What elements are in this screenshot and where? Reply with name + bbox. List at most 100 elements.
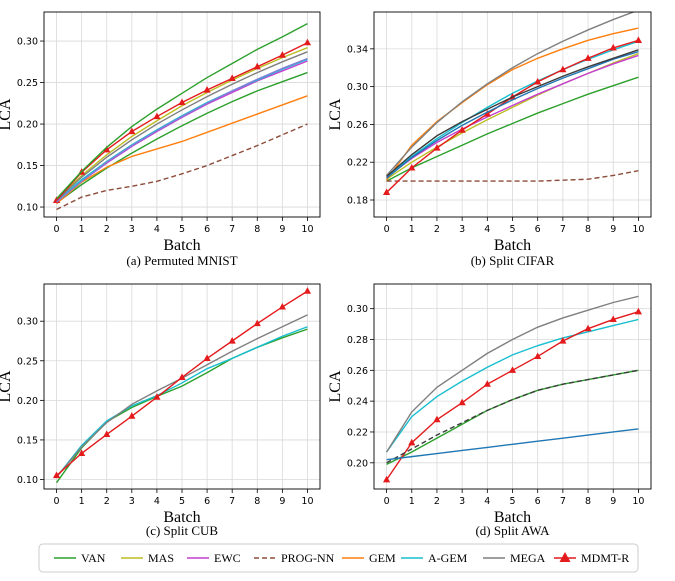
- series-marker-mdmt-r: [128, 127, 136, 135]
- panel-caption: (b) Split CIFAR: [471, 253, 555, 268]
- series-marker-mdmt-r: [303, 38, 312, 46]
- y-tick-label: 0.22: [347, 158, 368, 169]
- legend: VAN MAS EWC PROG-NN GEM A-GEM MEGA MDMT-R: [38, 543, 639, 573]
- series-line-a-gem: [55, 326, 308, 478]
- x-tick-label: 0: [384, 224, 390, 235]
- series-marker-mdmt-r: [228, 336, 236, 344]
- series-line-prog-nn: [56, 123, 308, 211]
- x-tick-label: 2: [104, 496, 110, 507]
- y-tick-label: 0.34: [347, 44, 368, 55]
- y-tick-label: 0.22: [347, 427, 368, 438]
- x-tick-label: 0: [384, 496, 390, 507]
- series-line-mas: [56, 47, 308, 201]
- x-tick-label: 3: [129, 224, 135, 235]
- y-tick-label: 0.28: [347, 335, 368, 346]
- y-tick-label: 0.26: [347, 120, 368, 131]
- y-tick-label: 0.20: [17, 396, 38, 407]
- x-axis-label: Batch: [494, 509, 531, 526]
- x-tick-label: 5: [509, 496, 515, 507]
- series-marker-mdmt-r: [203, 354, 211, 362]
- series-marker-mdmt-r: [103, 145, 111, 153]
- x-tick-label: 10: [301, 224, 313, 235]
- y-tick-label: 0.30: [17, 317, 38, 328]
- series-line-ewc-2: [56, 57, 308, 203]
- x-tick-label: 2: [434, 496, 440, 507]
- series-marker-mdmt-r: [382, 475, 391, 483]
- series-marker-mdmt-r: [228, 74, 236, 81]
- x-tick-label: 4: [484, 224, 490, 235]
- y-axis-label: LCA: [0, 98, 14, 130]
- x-tick-label: 5: [179, 496, 185, 507]
- y-axis-label: LCA: [0, 370, 14, 402]
- series-marker-mdmt-r: [534, 77, 542, 85]
- series-marker-mdmt-r: [408, 163, 416, 171]
- x-tick-label: 4: [154, 496, 160, 507]
- series-marker-mdmt-r: [483, 380, 491, 387]
- x-tick-label: 0: [54, 224, 60, 235]
- y-tick-label: 0.15: [17, 435, 38, 446]
- series-line-prog-nn: [386, 369, 639, 464]
- x-tick-label: 4: [484, 496, 490, 507]
- x-axis-label: Batch: [163, 509, 200, 526]
- series-marker-mdmt-r: [458, 126, 466, 133]
- panel-caption: (d) Split AWA: [475, 523, 550, 538]
- series-marker-mdmt-r: [52, 471, 61, 479]
- y-tick-label: 0.15: [17, 161, 38, 172]
- series-marker-mdmt-r: [278, 302, 286, 310]
- legend-frame: [38, 543, 639, 573]
- y-tick-label: 0.25: [17, 78, 38, 89]
- x-tick-label: 6: [535, 496, 541, 507]
- x-tick-label: 9: [610, 496, 616, 507]
- series-marker-mdmt-r: [278, 51, 286, 58]
- y-tick-label: 0.20: [347, 458, 368, 469]
- series-marker-mdmt-r: [483, 110, 491, 117]
- x-tick-label: 9: [610, 224, 616, 235]
- axes-frame: [373, 11, 652, 218]
- y-tick-label: 0.30: [347, 304, 368, 315]
- chart-panel-2: 0 1 2 3 4 5 6 7 8 9 10 0.18 0.22 0.26 0.30 0.34 Batch LCA…: [327, 11, 652, 268]
- y-tick-label: 0.26: [347, 366, 368, 377]
- legend-label-mega: MEGA: [510, 551, 546, 565]
- series-marker-mdmt-r: [178, 98, 186, 106]
- legend-label-ewc: EWC: [214, 551, 241, 565]
- y-axis-label: LCA: [327, 98, 344, 130]
- x-tick-label: 2: [104, 224, 110, 235]
- series-marker-mdmt-r: [433, 415, 441, 423]
- x-tick-label: 8: [585, 224, 591, 235]
- y-tick-label: 0.30: [17, 37, 38, 48]
- x-tick-label: 10: [301, 496, 313, 507]
- series-marker-mdmt-r: [634, 36, 643, 43]
- x-tick-label: 6: [204, 496, 210, 507]
- legend-label-a-gem: A-GEM: [428, 551, 468, 565]
- x-tick-label: 2: [434, 224, 440, 235]
- series-marker-mdmt-r: [609, 43, 617, 51]
- x-tick-label: 9: [279, 224, 285, 235]
- series-line-gem: [386, 27, 639, 181]
- x-tick-label: 1: [409, 496, 415, 507]
- legend-label-gem: GEM: [369, 551, 396, 565]
- x-axis-label: Batch: [494, 237, 531, 254]
- axes-frame: [43, 283, 321, 490]
- y-axis-label: LCA: [327, 370, 344, 402]
- x-tick-label: 7: [560, 224, 566, 235]
- series-marker-mdmt-r: [178, 373, 186, 380]
- x-tick-label: 1: [79, 224, 85, 235]
- series-marker-mdmt-r: [609, 315, 617, 323]
- x-tick-label: 5: [179, 224, 185, 235]
- x-tick-label: 6: [204, 224, 210, 235]
- series-marker-mdmt-r: [253, 319, 261, 327]
- x-tick-label: 7: [229, 224, 235, 235]
- chart-panel-4: 0 1 2 3 4 5 6 7 8 9 10 0.20 0.22 0.24 0.26 0.28 0.30 Batc…: [327, 283, 652, 538]
- chart-panel-1: 0 1 2 3 4 5 6 7 8 9 10 0.10 0.15 0.20 0.25 0.30 Batch LCA…: [0, 11, 321, 268]
- series-line-mega: [385, 295, 639, 453]
- y-tick-label: 0.20: [17, 120, 38, 131]
- series-line-gem: [56, 95, 308, 205]
- x-tick-label: 10: [632, 224, 644, 235]
- series-line-a-gem-2: [386, 49, 639, 177]
- series-line-van: [56, 71, 308, 204]
- x-axis-label: Batch: [163, 237, 200, 254]
- legend-marker-mdmt-r: [559, 552, 571, 562]
- legend-label-van: VAN: [81, 551, 106, 565]
- legend-label-mdmt-r: MDMT-R: [581, 551, 629, 565]
